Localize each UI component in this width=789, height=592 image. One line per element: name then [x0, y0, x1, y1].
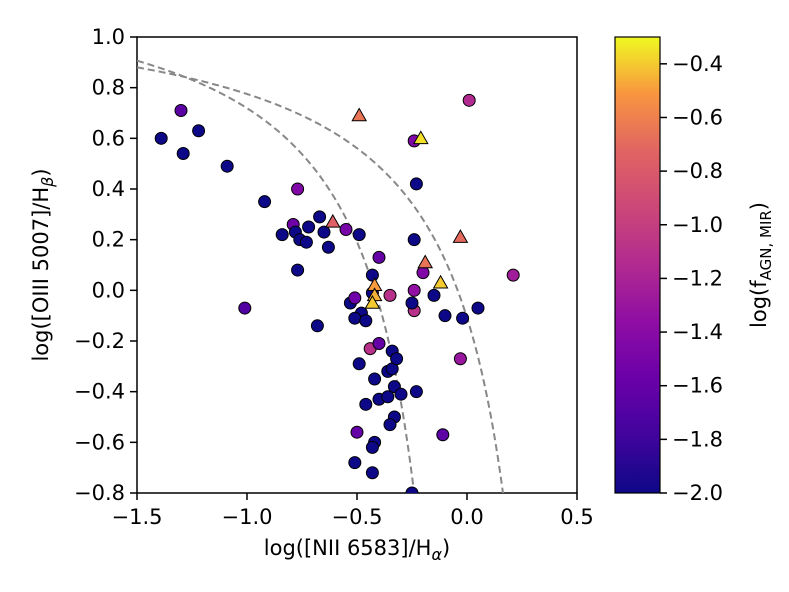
data-point-circle: [407, 283, 421, 297]
x-axis: −1.5 −1.0 −0.5 0.0 0.5: [112, 493, 594, 529]
data-point-triangle: [412, 130, 429, 145]
y-tick-label: 0.0: [92, 278, 125, 302]
data-point-circle: [372, 337, 386, 351]
data-point-circle: [416, 266, 430, 280]
y-tick-label: −0.2: [74, 329, 125, 353]
data-point-circle: [407, 233, 421, 247]
colorbar-tick-label: −0.4: [672, 52, 723, 76]
demarcation-curves: [137, 59, 504, 493]
data-point-circle: [192, 124, 206, 138]
data-point-circle: [394, 387, 408, 401]
data-point-triangle: [417, 254, 434, 269]
data-point-circle: [291, 263, 305, 277]
y-tick-label: −0.4: [74, 380, 125, 404]
y-tick-label: 0.2: [92, 228, 125, 252]
data-point-circle: [321, 240, 335, 254]
data-point-circle: [409, 177, 423, 191]
data-point-circle: [405, 486, 419, 493]
data-point-circle: [352, 357, 366, 371]
data-point-circle: [427, 288, 441, 302]
data-point-circle: [359, 314, 373, 328]
data-point-circle: [348, 456, 362, 470]
x-tick-label: 0.0: [450, 505, 483, 529]
y-tick-label: −0.6: [74, 430, 125, 454]
data-point-circle: [405, 296, 419, 310]
data-point-circle: [174, 103, 188, 117]
x-tick-label: −1.0: [222, 505, 273, 529]
data-point-circle: [453, 352, 467, 366]
colorbar: [614, 36, 661, 494]
data-point-circle: [348, 291, 362, 305]
y-axis: 1.0 0.8 0.6 0.4 0.2 0.0 −0.2 −0.4 −0.6 −0.8: [74, 25, 137, 505]
data-point-circle: [291, 182, 305, 196]
data-point-circle: [365, 440, 379, 454]
data-point-circle: [368, 372, 382, 386]
data-point-circle: [258, 195, 272, 209]
data-point-circle: [456, 311, 470, 325]
colorbar-tick-label: −1.2: [672, 266, 723, 290]
data-point-circle: [313, 210, 327, 224]
data-point-circle: [471, 301, 485, 315]
data-point-circle: [275, 228, 289, 242]
data-point-triangle: [351, 107, 368, 122]
data-point-circle: [348, 311, 362, 325]
data-point-circle: [154, 131, 168, 145]
plot-frame: [136, 36, 578, 494]
data-point-circle: [176, 147, 190, 161]
data-point-triangle: [432, 274, 449, 289]
x-tick-label: −0.5: [332, 505, 383, 529]
y-tick-label: 0.6: [92, 126, 125, 150]
data-point-circle: [438, 309, 452, 323]
y-tick-label: 0.8: [92, 76, 125, 100]
colorbar-tick-label: −1.4: [672, 320, 723, 344]
x-axis-label: log([NII 6583]/Hα): [264, 536, 450, 564]
colorbar-ticks: −0.4 −0.6 −0.8 −1.0 −1.2 −1.4 −1.6 −1.8 −2.0: [660, 52, 723, 505]
data-point-triangle: [364, 294, 381, 309]
data-point-circle: [310, 319, 324, 333]
data-points: [154, 93, 520, 493]
colorbar-tick-label: −2.0: [672, 481, 723, 505]
data-point-circle: [372, 250, 386, 264]
data-point-circle: [365, 466, 379, 480]
data-point-triangle: [324, 213, 341, 228]
y-tick-label: 1.0: [92, 25, 125, 49]
y-axis-label: log([OIII 5007]/Hβ): [29, 168, 57, 361]
data-point-circle: [381, 390, 395, 404]
data-point-circle: [302, 220, 316, 234]
colorbar-tick-label: −1.0: [672, 213, 723, 237]
colorbar-tick-label: −1.6: [672, 374, 723, 398]
data-point-circle: [383, 288, 397, 302]
y-tick-label: −0.8: [74, 481, 125, 505]
x-tick-label: 0.5: [560, 505, 593, 529]
x-tick-label: −1.5: [112, 505, 163, 529]
data-point-circle: [462, 93, 476, 107]
data-point-circle: [383, 418, 397, 432]
data-point-triangle: [452, 229, 469, 243]
data-point-circle: [365, 268, 379, 282]
colorbar-tick-label: −1.8: [672, 427, 723, 451]
y-tick-label: 0.4: [92, 177, 125, 201]
colorbar-label: log(fAGN, MIR): [747, 202, 775, 328]
data-point-circle: [220, 159, 234, 173]
data-point-circle: [350, 425, 364, 439]
colorbar-tick-label: −0.8: [672, 159, 723, 183]
data-point-circle: [317, 225, 331, 239]
data-point-circle: [359, 397, 373, 411]
data-point-circle: [238, 301, 252, 315]
data-point-circle: [352, 228, 366, 242]
data-point-circle: [506, 268, 520, 282]
data-point-circle: [339, 223, 353, 237]
data-point-circle: [409, 385, 423, 399]
colorbar-tick-label: −0.6: [672, 105, 723, 129]
data-point-circle: [299, 235, 313, 249]
data-point-circle: [390, 352, 404, 366]
data-point-circle: [436, 428, 450, 442]
kewley-curve: [137, 66, 504, 493]
